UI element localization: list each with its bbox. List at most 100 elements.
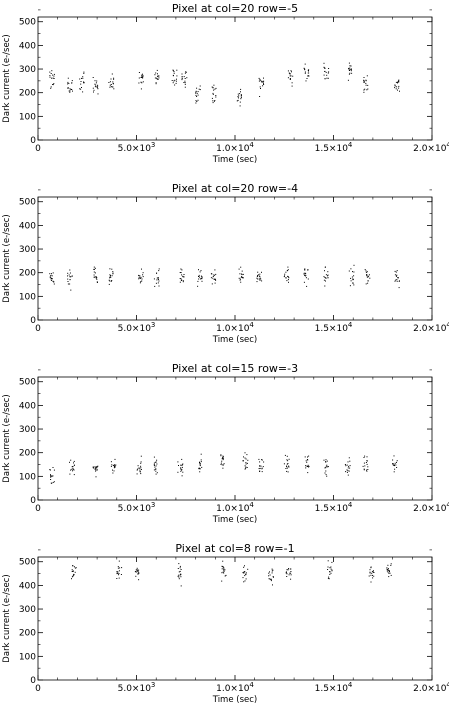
data-point xyxy=(350,70,352,72)
data-point xyxy=(139,470,141,472)
data-point xyxy=(323,276,325,278)
data-point xyxy=(349,67,351,69)
data-point xyxy=(82,77,84,79)
data-point xyxy=(82,91,84,93)
data-point xyxy=(172,70,174,72)
data-point xyxy=(53,83,55,85)
data-point xyxy=(225,574,227,576)
data-point xyxy=(347,461,349,463)
data-point xyxy=(284,275,285,277)
data-point xyxy=(258,458,260,460)
data-point xyxy=(236,100,238,102)
data-point xyxy=(305,80,307,82)
x-tick-exponent: 4 xyxy=(249,141,254,149)
data-point xyxy=(183,274,185,275)
data-point xyxy=(119,567,121,569)
data-point xyxy=(287,266,289,268)
data-point xyxy=(79,78,81,80)
data-point xyxy=(73,464,75,466)
data-point xyxy=(197,91,199,93)
data-point xyxy=(307,69,309,71)
data-point xyxy=(398,79,400,81)
data-point xyxy=(286,573,288,575)
data-point xyxy=(269,574,271,576)
data-cluster xyxy=(344,457,351,476)
data-point xyxy=(305,273,307,275)
data-point xyxy=(330,568,332,570)
data-point xyxy=(142,77,144,79)
data-point xyxy=(211,97,213,99)
data-cluster xyxy=(171,69,178,86)
data-point xyxy=(304,269,306,271)
data-point xyxy=(81,87,82,88)
data-point xyxy=(268,578,270,580)
data-point xyxy=(290,578,292,580)
data-point xyxy=(157,76,159,77)
data-point xyxy=(396,270,398,272)
data-point xyxy=(373,572,375,573)
data-point xyxy=(396,461,397,463)
data-point xyxy=(172,82,174,84)
data-point xyxy=(240,95,242,97)
data-point xyxy=(256,281,258,283)
data-point xyxy=(259,273,261,275)
data-point xyxy=(326,464,328,466)
data-point xyxy=(141,74,143,76)
data-point xyxy=(67,281,69,282)
data-point xyxy=(222,459,224,461)
data-point xyxy=(287,569,289,571)
data-cluster xyxy=(363,75,369,93)
data-point xyxy=(258,278,260,280)
data-point xyxy=(181,269,183,271)
data-point xyxy=(327,72,329,74)
data-point xyxy=(158,77,160,79)
data-point xyxy=(112,81,114,83)
data-point xyxy=(327,569,329,570)
data-point xyxy=(70,88,72,90)
data-point xyxy=(199,463,201,465)
data-point xyxy=(240,88,242,90)
data-cluster xyxy=(134,567,140,581)
data-point xyxy=(141,280,143,282)
data-point xyxy=(286,470,288,472)
data-point xyxy=(288,568,289,570)
data-point xyxy=(69,91,71,93)
data-point xyxy=(224,569,226,571)
data-point xyxy=(94,267,96,269)
data-point xyxy=(179,567,181,569)
data-point xyxy=(213,89,215,91)
data-point xyxy=(199,471,201,473)
data-point xyxy=(221,458,223,460)
data-point xyxy=(72,575,74,577)
data-point xyxy=(366,275,368,277)
data-point xyxy=(67,87,69,88)
data-point xyxy=(51,77,53,79)
data-point xyxy=(117,566,119,568)
data-point xyxy=(69,279,71,280)
x-tick-mantissa: 1.5×10 xyxy=(315,684,349,694)
data-point xyxy=(198,274,200,276)
data-point xyxy=(110,276,112,278)
data-point xyxy=(239,105,241,107)
data-point xyxy=(285,277,287,279)
data-point xyxy=(394,465,395,467)
data-point xyxy=(395,88,397,90)
data-point xyxy=(353,275,355,277)
data-point xyxy=(394,274,396,276)
data-point xyxy=(286,467,288,469)
data-point xyxy=(174,84,176,86)
data-point xyxy=(94,83,96,85)
data-point xyxy=(285,271,287,273)
data-point xyxy=(112,469,113,471)
data-point xyxy=(180,470,182,472)
data-point xyxy=(113,467,115,469)
data-point xyxy=(172,69,174,71)
data-point xyxy=(307,278,309,280)
data-point xyxy=(140,77,142,78)
data-point xyxy=(257,275,259,276)
data-point xyxy=(372,577,374,579)
x-tick-exponent: 3 xyxy=(151,681,155,689)
data-point xyxy=(73,574,75,576)
x-tick-mantissa: 1.0×10 xyxy=(216,684,250,694)
data-point xyxy=(243,460,244,462)
